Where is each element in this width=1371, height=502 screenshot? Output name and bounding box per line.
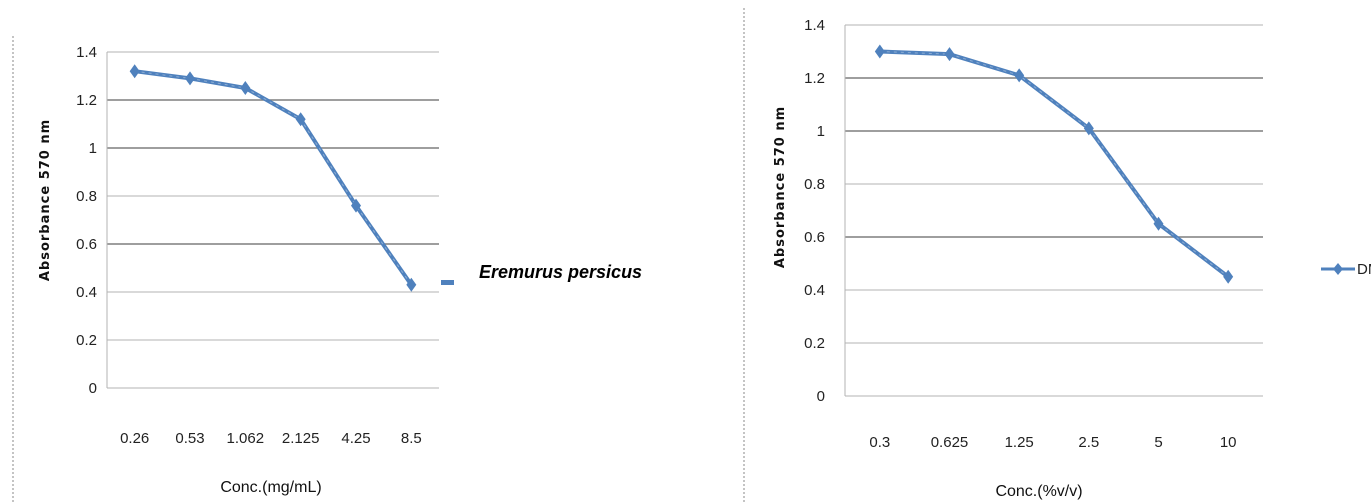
x-tick-label: 5 xyxy=(1154,434,1162,451)
series-line xyxy=(132,69,414,287)
x-tick-label: 2.125 xyxy=(282,430,320,447)
chart2-gridlines xyxy=(844,24,1263,397)
y-tick-label: 1 xyxy=(817,123,825,140)
chart2-legend-label: DMSO xyxy=(1357,261,1371,278)
chart1-y-tick-labels: 0 0.2 0.4 0.6 0.8 1 1.2 1.4 xyxy=(76,44,97,397)
chart-eremurus-persicus: 0 0.2 0.4 0.6 0.8 1 1.2 1.4 0.26 0.53 1.062 2.125 4… xyxy=(38,44,642,496)
data-point-marker xyxy=(240,81,251,95)
y-tick-label: 0.4 xyxy=(76,284,97,301)
data-point-marker xyxy=(295,112,306,127)
chart1-legend-marker xyxy=(441,280,454,285)
series-line-highlight xyxy=(134,70,412,286)
y-tick-label: 0.4 xyxy=(804,282,825,299)
series-line xyxy=(877,49,1231,279)
x-tick-label: 0.53 xyxy=(175,430,204,447)
chart2-legend: DMSO xyxy=(1321,261,1371,278)
y-tick-label: 1.2 xyxy=(804,70,825,87)
x-tick-label: 0.625 xyxy=(931,434,969,451)
chart2-series xyxy=(874,44,1234,284)
chart2-legend-marker xyxy=(1333,263,1343,275)
y-tick-label: 0.6 xyxy=(76,236,97,253)
y-tick-label: 0.8 xyxy=(76,188,97,205)
chart2-y-axis-label: Absorbance 570 nm xyxy=(773,106,788,268)
chart1-legend-label: Eremurus persicus xyxy=(479,262,642,282)
chart1-x-axis-label: Conc.(mg/mL) xyxy=(220,479,321,496)
chart1-y-axis-label: Absorbance 570 nm xyxy=(38,119,53,281)
data-point-marker xyxy=(874,44,885,59)
data-point-marker xyxy=(406,277,417,292)
x-tick-label: 1.25 xyxy=(1005,434,1034,451)
y-tick-label: 1.4 xyxy=(76,44,97,61)
x-tick-label: 1.062 xyxy=(227,430,265,447)
y-tick-label: 1.2 xyxy=(76,92,97,109)
data-point-marker xyxy=(1153,216,1164,231)
data-point-marker xyxy=(351,198,361,213)
data-point-marker xyxy=(1083,121,1094,136)
chart2-x-axis-label: Conc.(%v/v) xyxy=(995,483,1082,500)
chart1-legend: Eremurus persicus xyxy=(441,262,642,285)
data-point-marker xyxy=(1223,269,1234,284)
data-point-marker xyxy=(129,64,140,79)
y-tick-label: 0 xyxy=(817,388,825,405)
x-tick-label: 10 xyxy=(1220,434,1237,451)
data-point-marker xyxy=(1014,68,1025,83)
series-line-highlight xyxy=(879,51,1229,278)
y-tick-label: 0.2 xyxy=(804,335,825,352)
data-point-marker xyxy=(185,71,195,86)
y-tick-label: 1.4 xyxy=(804,17,825,34)
chart1-x-tick-labels: 0.26 0.53 1.062 2.125 4.25 8.5 xyxy=(120,430,422,447)
x-tick-label: 8.5 xyxy=(401,430,422,447)
y-tick-label: 0.6 xyxy=(804,229,825,246)
y-tick-label: 0.8 xyxy=(804,176,825,193)
x-tick-label: 2.5 xyxy=(1078,434,1099,451)
x-tick-label: 0.3 xyxy=(869,434,890,451)
data-point-marker xyxy=(944,47,955,62)
chart-dmso: 00.20.40.60.811.21.4 0.3 0.625 1.25 2.5 5 10 … xyxy=(773,17,1371,500)
y-tick-label: 0.2 xyxy=(76,332,97,349)
x-tick-label: 0.26 xyxy=(120,430,149,447)
chart2-x-tick-labels: 0.3 0.625 1.25 2.5 5 10 xyxy=(869,434,1236,451)
chart1-series xyxy=(129,64,417,292)
chart2-y-tick-labels: 0 0.2 0.4 0.6 0.8 1 1.2 1.4 xyxy=(804,17,825,405)
x-tick-label: 4.25 xyxy=(341,430,370,447)
y-tick-label: 1 xyxy=(89,140,97,157)
chart1-gridlines xyxy=(106,51,439,389)
y-tick-label: 0 xyxy=(89,380,97,397)
